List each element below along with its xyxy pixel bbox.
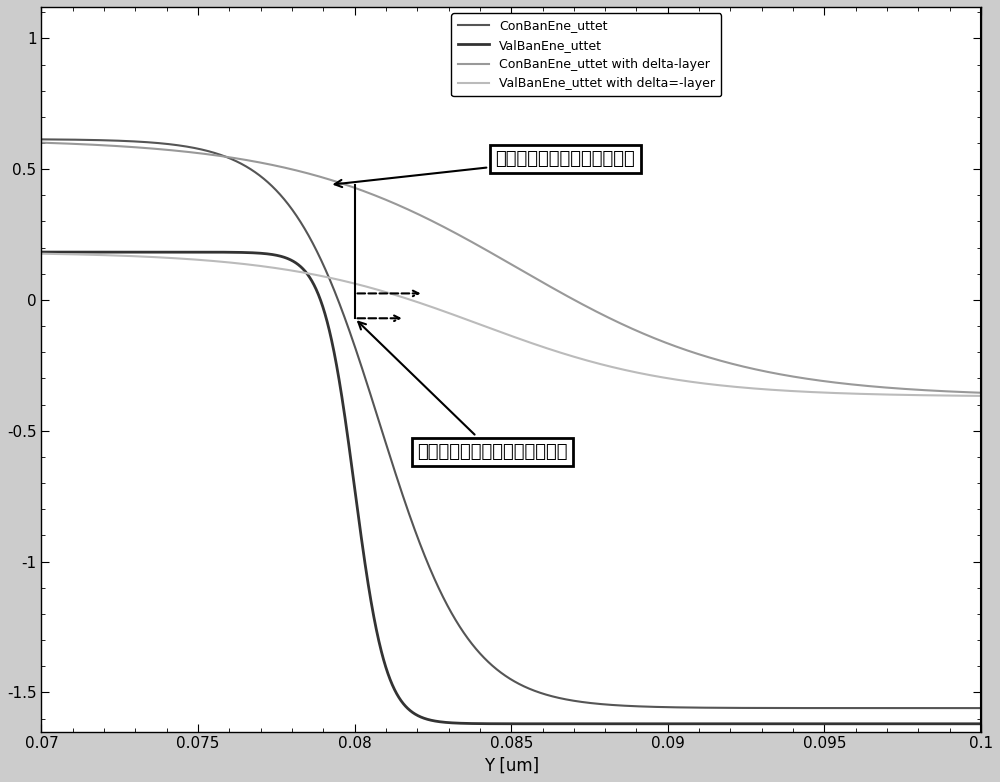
ConBanEne_uttet (975, 703, 987, 712)
Line: ValBanEne_uttet with delta=-layer: ValBanEne_uttet with delta=-layer (41, 253, 981, 396)
ValBanEne_uttet with delta=-layer (957, 391, 969, 400)
ConBanEne_uttet with delta-layer (975, 388, 987, 397)
ConBanEne_uttet (198, 145, 210, 155)
ValBanEne_uttet (975, 719, 987, 729)
ValBanEne_uttet with delta=-layer (436, 306, 448, 315)
ConBanEne_uttet with delta-layer (855, 381, 867, 390)
ValBanEne_uttet (143, 247, 155, 256)
ValBanEne_uttet (198, 247, 210, 256)
ValBanEne_uttet (396, 697, 408, 706)
ValBanEne_uttet with delta=-layer (35, 249, 47, 258)
ConBanEne_uttet with delta-layer (143, 144, 155, 153)
Line: ValBanEne_uttet: ValBanEne_uttet (41, 252, 981, 724)
ValBanEne_uttet with delta=-layer (975, 391, 987, 400)
ValBanEne_uttet (855, 719, 867, 729)
ValBanEne_uttet (436, 717, 448, 726)
Line: ConBanEne_uttet: ConBanEne_uttet (41, 139, 981, 708)
ConBanEne_uttet with delta-layer (957, 387, 969, 396)
ConBanEne_uttet with delta-layer (436, 221, 448, 231)
ValBanEne_uttet with delta=-layer (855, 389, 867, 399)
ConBanEne_uttet (855, 703, 867, 712)
ConBanEne_uttet (143, 138, 155, 147)
Legend: ConBanEne_uttet, ValBanEne_uttet, ConBanEne_uttet with delta-layer, ValBanEne_ut: ConBanEne_uttet, ValBanEne_uttet, ConBan… (451, 13, 721, 96)
X-axis label: Y [um]: Y [um] (484, 757, 539, 775)
ConBanEne_uttet with delta-layer (35, 138, 47, 147)
ConBanEne_uttet (396, 488, 408, 497)
ConBanEne_uttet with delta-layer (198, 149, 210, 159)
ConBanEne_uttet (35, 135, 47, 144)
ConBanEne_uttet (436, 591, 448, 601)
Text: 传统技术锈穿晶体管锈穿长度: 传统技术锈穿晶体管锈穿长度 (335, 150, 635, 187)
ConBanEne_uttet (957, 703, 969, 712)
ValBanEne_uttet with delta=-layer (143, 252, 155, 261)
ValBanEne_uttet with delta=-layer (198, 256, 210, 265)
ValBanEne_uttet (35, 247, 47, 256)
ConBanEne_uttet with delta-layer (396, 202, 408, 211)
ValBanEne_uttet (933, 719, 945, 729)
Text: 本发明技术锈穿晶体管锈穿长度: 本发明技术锈穿晶体管锈穿长度 (358, 322, 568, 461)
ValBanEne_uttet with delta=-layer (396, 292, 408, 302)
Line: ConBanEne_uttet with delta-layer: ConBanEne_uttet with delta-layer (41, 142, 981, 393)
ValBanEne_uttet (957, 719, 969, 729)
